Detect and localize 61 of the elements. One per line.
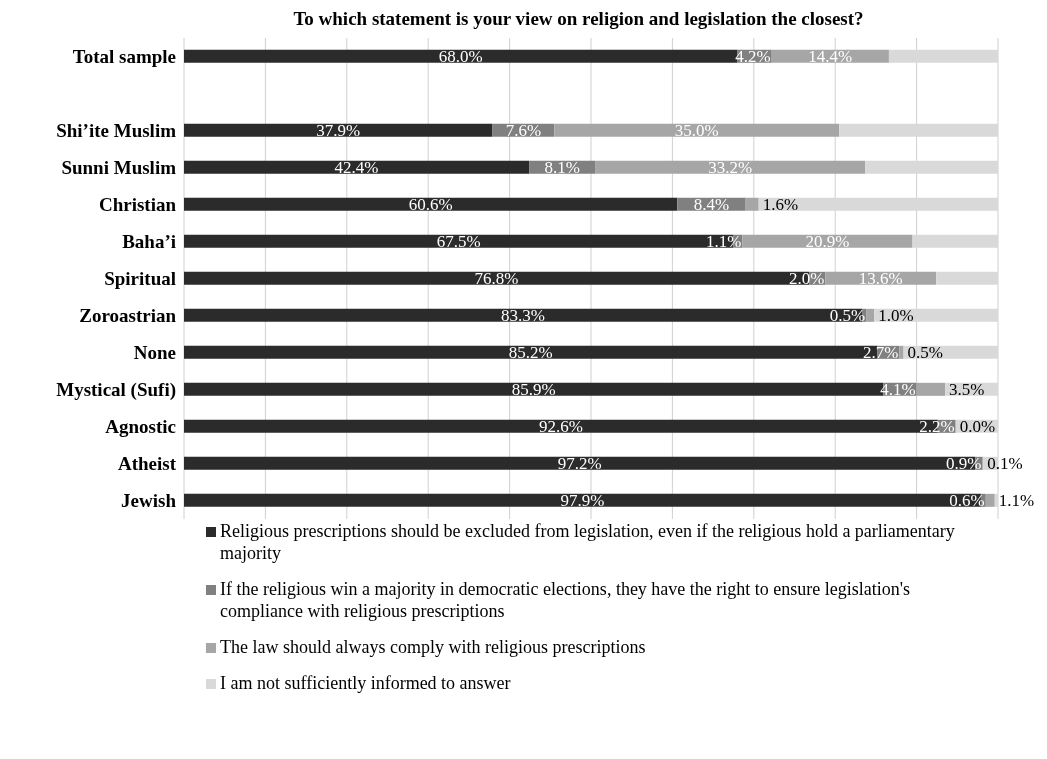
- data-label: 85.9%: [511, 380, 556, 400]
- data-label: 42.4%: [334, 158, 379, 178]
- y-tick-label: Zoroastrian: [79, 305, 177, 327]
- chart-title: To which statement is your view on religion and legislation the closest?: [292, 8, 865, 30]
- legend-label: If the religious win a majority in democratic elections, they have the right to ensure legislation's compliance with religious prescriptions: [220, 578, 912, 622]
- y-tick-label: None: [133, 342, 176, 364]
- y-tick-label: Sunni Muslim: [61, 157, 177, 179]
- y-tick-label: Baha’i: [122, 231, 176, 253]
- y-tick-label: Jewish: [121, 490, 177, 512]
- data-label: 0.5%: [907, 343, 943, 363]
- data-label: 1.1%: [998, 491, 1035, 511]
- bar: [184, 308, 863, 322]
- data-label: 2.2%: [919, 417, 955, 437]
- data-label: 8.4%: [693, 195, 730, 215]
- data-label: 97.2%: [557, 454, 602, 474]
- data-label: 20.9%: [805, 232, 850, 252]
- data-label: 33.2%: [708, 158, 753, 178]
- data-label: 83.3%: [501, 306, 545, 326]
- y-tick-label: Christian: [98, 194, 177, 216]
- data-label: 14.4%: [808, 47, 853, 67]
- data-label: 0.5%: [829, 306, 866, 326]
- data-label: 13.6%: [858, 269, 903, 289]
- bar: [184, 123, 493, 137]
- bar: [866, 308, 875, 322]
- data-label: 0.6%: [949, 491, 985, 511]
- y-tick-label: Atheist: [117, 453, 177, 475]
- data-label: 60.6%: [408, 195, 453, 215]
- data-label: 1.6%: [762, 195, 799, 215]
- data-label: 37.9%: [316, 121, 361, 141]
- data-label: 67.5%: [436, 232, 481, 252]
- bar: [554, 123, 840, 137]
- bar: [985, 493, 995, 507]
- y-tick-label: Spiritual: [104, 268, 176, 290]
- data-label: 0.9%: [946, 454, 982, 474]
- bar: [184, 197, 678, 211]
- data-label: 76.8%: [474, 269, 519, 289]
- data-label: 2.0%: [789, 269, 825, 289]
- data-label: 92.6%: [538, 417, 583, 437]
- legend-label: I am not sufficiently informed to answer: [220, 672, 511, 694]
- legend-label: The law should always comply with religious prescriptions: [220, 636, 646, 658]
- y-tick-label: Shi’ite Muslim: [56, 120, 177, 142]
- bar: [899, 345, 904, 359]
- data-label: 97.9%: [560, 491, 605, 511]
- y-tick-label: Agnostic: [105, 416, 176, 438]
- bar: [184, 160, 530, 174]
- bar: [745, 197, 759, 211]
- data-label: 0.0%: [959, 417, 996, 437]
- bar: [595, 160, 866, 174]
- data-label: 3.5%: [949, 380, 985, 400]
- data-label: 85.2%: [508, 343, 553, 363]
- data-label: 0.1%: [987, 454, 1023, 474]
- data-label: 35.0%: [674, 121, 719, 141]
- bar: [916, 382, 946, 396]
- data-label: 8.1%: [544, 158, 580, 178]
- data-label: 1.1%: [705, 232, 742, 252]
- y-tick-label: Total sample: [72, 46, 176, 68]
- legend-label: Religious prescriptions should be excluded from legislation, even if the religious hold a parliamentary majority: [220, 520, 956, 564]
- y-tick-label: Mystical (Sufi): [56, 379, 176, 402]
- data-label: 7.6%: [505, 121, 542, 141]
- data-label: 68.0%: [438, 47, 483, 67]
- data-label: 1.0%: [878, 306, 914, 326]
